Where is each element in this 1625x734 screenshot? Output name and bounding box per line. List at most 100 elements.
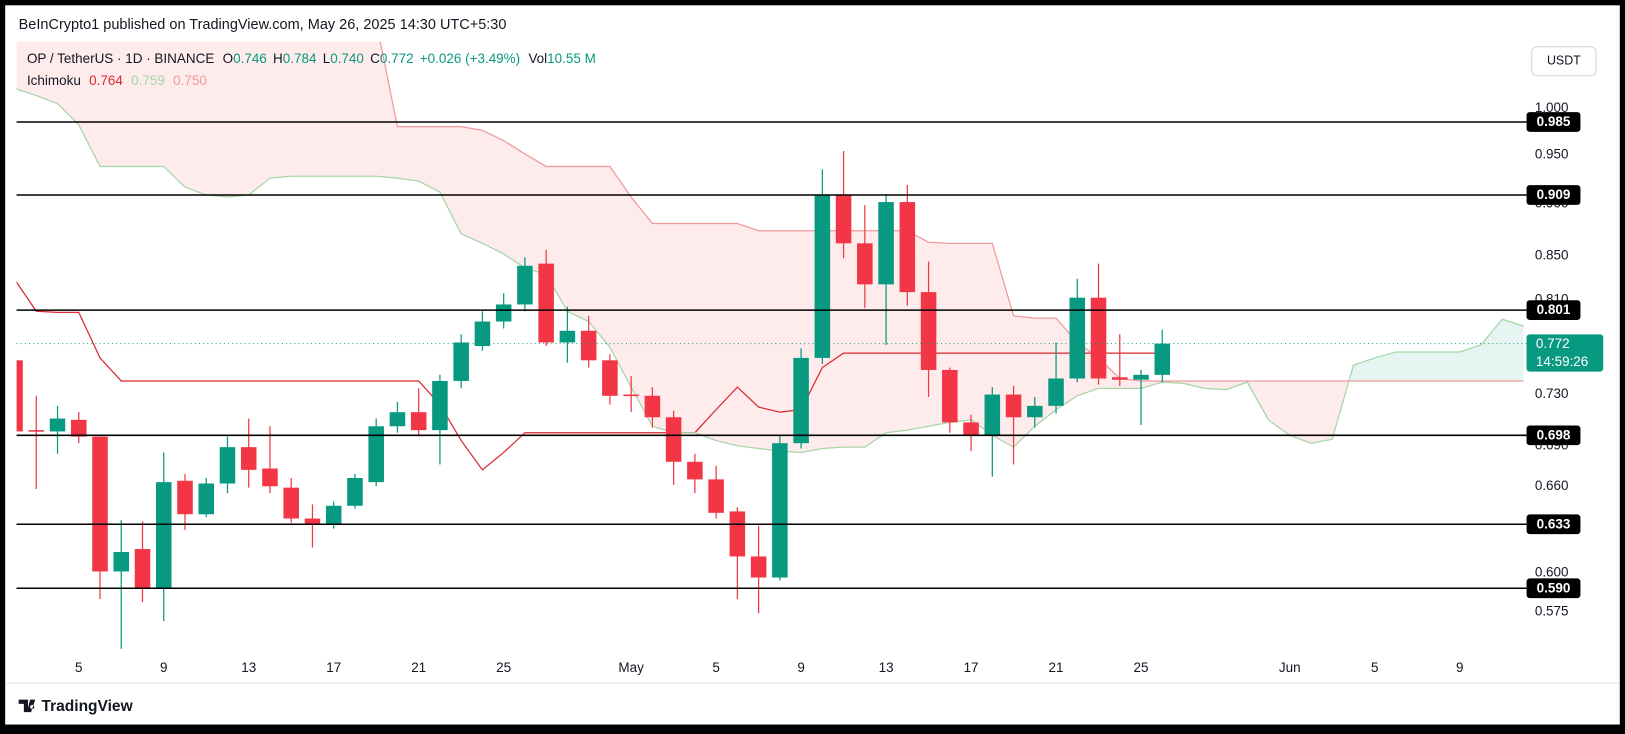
x-tick-label: 13 bbox=[879, 660, 894, 675]
cloud-fill bbox=[1348, 365, 1354, 381]
cloud-fill bbox=[1459, 344, 1481, 381]
quote-label: C bbox=[370, 51, 380, 66]
x-tick-label: 9 bbox=[1456, 660, 1464, 675]
cloud-fill bbox=[1480, 319, 1503, 381]
indicator-line bbox=[16, 88, 1524, 454]
level-badge bbox=[1526, 300, 1581, 320]
level-badge bbox=[1526, 185, 1581, 205]
candle-body bbox=[495, 304, 512, 322]
quote-value: 0.740 bbox=[330, 51, 364, 66]
cloud-fill bbox=[843, 230, 865, 448]
symbol: OP / TetherUS · 1D · BINANCE bbox=[27, 51, 214, 66]
x-tick-label: 5 bbox=[1371, 660, 1379, 675]
cloud-fill bbox=[1013, 315, 1035, 448]
cloud-fill bbox=[206, 41, 228, 198]
current-price-label: 0.772 bbox=[1536, 336, 1570, 351]
level-label: 0.985 bbox=[1537, 114, 1571, 129]
cloud-fill bbox=[36, 41, 58, 104]
candle-body bbox=[347, 478, 363, 506]
indicator-title: Ichimoku bbox=[27, 73, 81, 88]
level-badge bbox=[1526, 425, 1581, 446]
x-tick-label: 25 bbox=[496, 660, 511, 675]
cloud-fill bbox=[418, 126, 440, 193]
brand: TradingView bbox=[41, 698, 133, 715]
cloud-fill bbox=[1310, 380, 1333, 444]
y-tick-label: 0.600 bbox=[1535, 565, 1569, 580]
candle-body bbox=[1154, 343, 1171, 375]
candle-body bbox=[644, 395, 661, 418]
candle-body bbox=[602, 360, 618, 396]
quote-line: OP / TetherUS · 1D · BINANCE O0.746 H0.784… bbox=[27, 51, 596, 66]
candle-body bbox=[878, 202, 894, 285]
countdown: 14:59:26 bbox=[1536, 354, 1588, 369]
x-tick-label: 9 bbox=[797, 660, 805, 675]
candle-body bbox=[814, 195, 831, 358]
cloud-fill bbox=[354, 41, 377, 177]
volume-value: 10.55 M bbox=[547, 51, 596, 66]
volume-label: Vol bbox=[528, 51, 547, 66]
currency-button[interactable] bbox=[1531, 46, 1597, 77]
candle-body bbox=[1090, 297, 1107, 379]
candle-body bbox=[432, 380, 448, 431]
cloud-fill bbox=[758, 230, 780, 452]
candle-body bbox=[559, 330, 576, 343]
candle-body bbox=[729, 511, 746, 557]
current-price-badge bbox=[1526, 334, 1604, 372]
quote-label: H bbox=[273, 51, 283, 66]
plot bbox=[16, 41, 1524, 649]
candle-body bbox=[1005, 394, 1022, 418]
quote-label: O bbox=[223, 51, 233, 66]
published-note: BeInCrypto1 published on TradingView.com… bbox=[19, 17, 507, 33]
cloud-fill bbox=[461, 126, 483, 244]
cloud-fill bbox=[269, 41, 292, 179]
cloud-fill bbox=[376, 41, 398, 179]
y-tick-label: 0.660 bbox=[1535, 478, 1569, 493]
indicator-line: Ichimoku 0.764 0.759 0.750 bbox=[27, 73, 207, 88]
candle-body bbox=[453, 342, 469, 381]
candle-body bbox=[16, 360, 23, 432]
candle-body bbox=[474, 321, 491, 347]
cloud-fill bbox=[971, 243, 993, 436]
cloud-fill bbox=[588, 166, 610, 348]
y-tick-label: 0.575 bbox=[1535, 603, 1569, 618]
x-tick-label: 5 bbox=[75, 660, 83, 675]
background bbox=[5, 5, 1620, 725]
candle-body bbox=[155, 482, 172, 589]
candle-body bbox=[963, 422, 979, 436]
level-label: 0.909 bbox=[1537, 187, 1571, 202]
candle-body bbox=[793, 357, 809, 444]
cloud-fill bbox=[100, 41, 122, 167]
candle-body bbox=[1112, 377, 1128, 380]
x-tick-label: 9 bbox=[160, 660, 168, 675]
candle-body bbox=[177, 480, 193, 515]
cloud-fill bbox=[694, 223, 717, 441]
candle-body bbox=[1133, 374, 1149, 380]
candle-body bbox=[70, 419, 87, 437]
candle-body bbox=[304, 518, 321, 525]
candle-body bbox=[28, 430, 45, 432]
quote-value: 0.784 bbox=[283, 51, 317, 66]
cloud-fill bbox=[503, 140, 525, 268]
cloud-fill bbox=[524, 153, 547, 275]
cloud-fill bbox=[248, 41, 270, 196]
x-tick-label: Jun bbox=[1279, 660, 1301, 675]
x-tick-label: 21 bbox=[411, 660, 426, 675]
cloud-fill bbox=[716, 223, 738, 446]
candle-body bbox=[1048, 378, 1064, 406]
candle-body bbox=[113, 551, 130, 572]
cloud-fill bbox=[737, 223, 759, 449]
x-tick-label: 25 bbox=[1134, 660, 1149, 675]
level-badge bbox=[1526, 578, 1581, 599]
cloud-fill bbox=[652, 223, 674, 433]
cloud-fill bbox=[1395, 351, 1418, 381]
cloud-fill bbox=[163, 41, 185, 188]
cloud-fill bbox=[227, 41, 249, 198]
cloud-fill bbox=[631, 197, 653, 427]
cloud-fill bbox=[1502, 319, 1524, 381]
candle-body bbox=[687, 461, 703, 480]
cloud-fill bbox=[609, 166, 632, 388]
candle-body bbox=[134, 549, 151, 589]
currency-label[interactable]: USDT bbox=[1547, 54, 1581, 68]
level-label: 0.801 bbox=[1537, 302, 1571, 317]
